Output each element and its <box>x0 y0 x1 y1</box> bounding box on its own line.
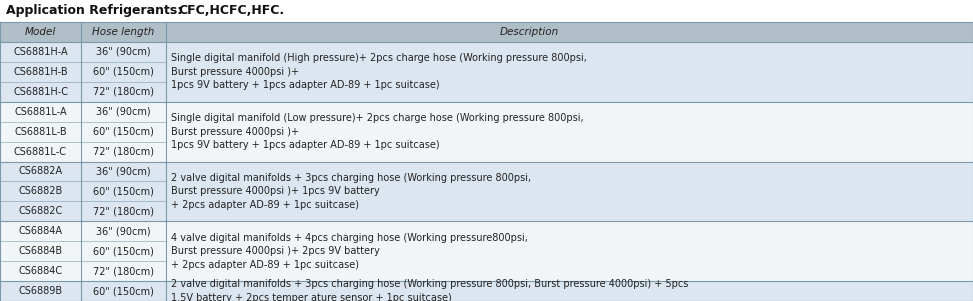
Text: CS6881L-A: CS6881L-A <box>15 107 67 117</box>
Bar <box>0 22 973 42</box>
Text: 60" (150cm): 60" (150cm) <box>93 67 154 77</box>
Text: 72" (180cm): 72" (180cm) <box>93 87 154 97</box>
Text: CS6884A: CS6884A <box>18 226 62 236</box>
Text: 72" (180cm): 72" (180cm) <box>93 266 154 276</box>
Text: 72" (180cm): 72" (180cm) <box>93 206 154 216</box>
Text: CS6882B: CS6882B <box>18 186 62 197</box>
Bar <box>0 281 973 301</box>
Text: Single digital manifold (Low pressure)+ 2pcs charge hose (Working pressure 800ps: Single digital manifold (Low pressure)+ … <box>171 113 584 150</box>
Text: 4 valve digital manifolds + 4pcs charging hose (Working pressure800psi,
Burst pr: 4 valve digital manifolds + 4pcs chargin… <box>171 233 528 270</box>
Text: Single digital manifold (High pressure)+ 2pcs charge hose (Working pressure 800p: Single digital manifold (High pressure)+… <box>171 53 587 91</box>
Text: 60" (150cm): 60" (150cm) <box>93 246 154 256</box>
Text: CS6884B: CS6884B <box>18 246 62 256</box>
Text: CS6881H-A: CS6881H-A <box>14 47 68 57</box>
Text: CS6889B: CS6889B <box>18 286 62 296</box>
Text: 60" (150cm): 60" (150cm) <box>93 186 154 197</box>
Text: Application Refrigerants:: Application Refrigerants: <box>6 4 187 17</box>
Text: CFC,HCFC,HFC.: CFC,HCFC,HFC. <box>178 4 284 17</box>
Text: CS6882A: CS6882A <box>18 166 62 176</box>
Bar <box>0 162 973 221</box>
Text: Model: Model <box>25 27 56 37</box>
Bar <box>0 42 973 102</box>
Bar <box>0 221 973 281</box>
Text: CS6881H-C: CS6881H-C <box>13 87 68 97</box>
Text: 2 valve digital manifolds + 3pcs charging hose (Working pressure 800psi,
Burst p: 2 valve digital manifolds + 3pcs chargin… <box>171 173 531 210</box>
Text: 72" (180cm): 72" (180cm) <box>93 147 154 157</box>
Bar <box>0 102 973 162</box>
Text: CS6881L-B: CS6881L-B <box>15 127 67 137</box>
Text: 60" (150cm): 60" (150cm) <box>93 286 154 296</box>
Text: 60" (150cm): 60" (150cm) <box>93 127 154 137</box>
Text: Description: Description <box>500 27 559 37</box>
Text: CS6882C: CS6882C <box>18 206 62 216</box>
Text: 36" (90cm): 36" (90cm) <box>96 107 151 117</box>
Text: 36" (90cm): 36" (90cm) <box>96 47 151 57</box>
Text: Hose length: Hose length <box>92 27 155 37</box>
Text: CS6881L-C: CS6881L-C <box>14 147 67 157</box>
Text: 36" (90cm): 36" (90cm) <box>96 166 151 176</box>
Text: 2 valve digital manifolds + 3pcs charging hose (Working pressure 800psi, Burst p: 2 valve digital manifolds + 3pcs chargin… <box>171 279 688 301</box>
Text: CS6884C: CS6884C <box>18 266 62 276</box>
Text: CS6881H-B: CS6881H-B <box>14 67 68 77</box>
Text: 36" (90cm): 36" (90cm) <box>96 226 151 236</box>
